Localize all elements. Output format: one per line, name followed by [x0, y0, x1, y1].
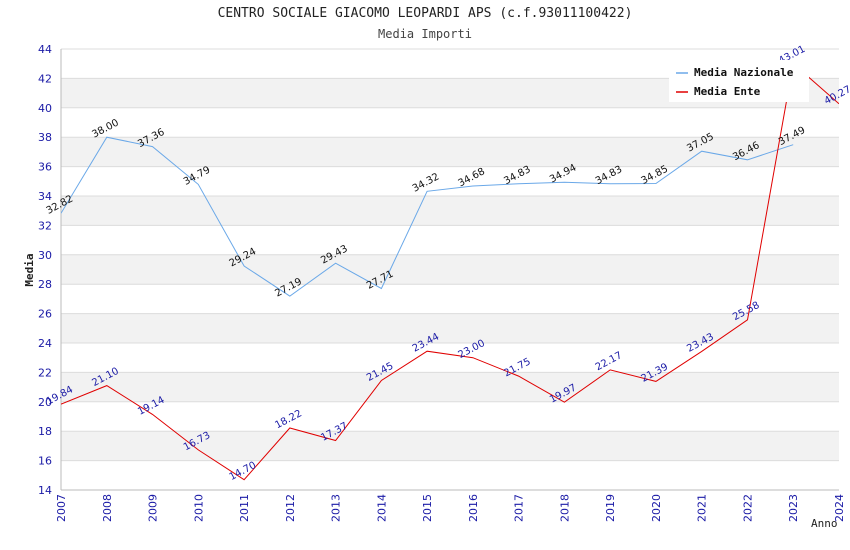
grid-band	[61, 372, 839, 402]
data-label: 18.22	[273, 408, 303, 431]
x-tick-label: 2022	[741, 494, 754, 522]
legend-box	[669, 60, 809, 102]
x-tick-label: 2018	[558, 494, 571, 522]
x-tick-label: 2024	[833, 494, 846, 522]
axes	[60, 49, 839, 491]
grid-band	[61, 313, 839, 343]
x-tick-label: 2023	[787, 494, 800, 522]
legend-entry: Media Nazionale	[694, 66, 794, 79]
legend-entry: Media Ente	[694, 85, 761, 98]
y-tick-label: 28	[38, 278, 52, 291]
chart-title: CENTRO SOCIALE GIACOMO LEOPARDI APS (c.f…	[217, 6, 633, 21]
data-label: 14.70	[228, 460, 258, 483]
x-tick-label: 2007	[55, 494, 68, 522]
data-label: 22.17	[594, 350, 624, 373]
series-line-media-ente	[61, 62, 839, 481]
x-tick-label: 2020	[650, 494, 663, 522]
grid-band	[61, 254, 839, 285]
y-tick-label: 18	[38, 425, 52, 438]
data-label: 19.84	[45, 384, 75, 407]
y-tick-label: 38	[38, 131, 52, 144]
y-tick-label: 20	[38, 396, 52, 409]
grid-band	[61, 196, 839, 226]
x-tick-labels: 2007 2008 2009 2010 2011 2012 2013 2014 2015 2016…	[55, 494, 846, 522]
y-tick-label: 40	[38, 102, 52, 115]
x-tick-label: 2014	[375, 494, 388, 522]
x-tick-label: 2021	[696, 494, 709, 522]
y-tick-label: 44	[38, 43, 52, 56]
y-axis-label: Media	[23, 253, 36, 286]
x-tick-label: 2011	[238, 494, 251, 522]
x-tick-label: 2019	[604, 494, 617, 522]
x-tick-label: 2012	[284, 494, 297, 522]
series-line-media-nazionale	[61, 136, 794, 297]
y-tick-label: 24	[38, 337, 52, 350]
x-tick-label: 2010	[192, 494, 205, 522]
y-tick-label: 34	[38, 190, 52, 203]
x-tick-label: 2013	[330, 494, 343, 522]
x-axis-label: Anno	[811, 517, 838, 530]
y-tick-label: 14	[38, 484, 52, 497]
grid-bands	[61, 78, 839, 461]
x-tick-label: 2015	[421, 494, 434, 522]
y-tick-label: 30	[38, 249, 52, 262]
chart-subtitle: Media Importi	[378, 27, 472, 41]
series-lines	[61, 62, 839, 481]
y-tick-label: 26	[38, 308, 52, 321]
x-tick-label: 2009	[147, 494, 160, 522]
data-label: 34.32	[411, 172, 441, 195]
y-tick-label: 36	[38, 161, 52, 174]
grid-band	[61, 431, 839, 461]
x-tick-label: 2016	[467, 494, 480, 522]
y-tick-label: 22	[38, 366, 52, 379]
data-label: 34.79	[182, 165, 212, 188]
legend: Media Nazionale Media Ente	[669, 60, 809, 102]
y-tick-label: 42	[38, 72, 52, 85]
grid-band	[61, 137, 839, 167]
x-tick-label: 2008	[101, 494, 114, 522]
grid-lines	[61, 48, 839, 491]
y-tick-labels: 14 16 18 20 22 24 26 28 30 32 34 36 38 40 42 44	[38, 43, 52, 497]
y-tick-label: 16	[38, 455, 52, 468]
x-tick-label: 2017	[513, 494, 526, 522]
y-tick-label: 32	[38, 219, 52, 232]
